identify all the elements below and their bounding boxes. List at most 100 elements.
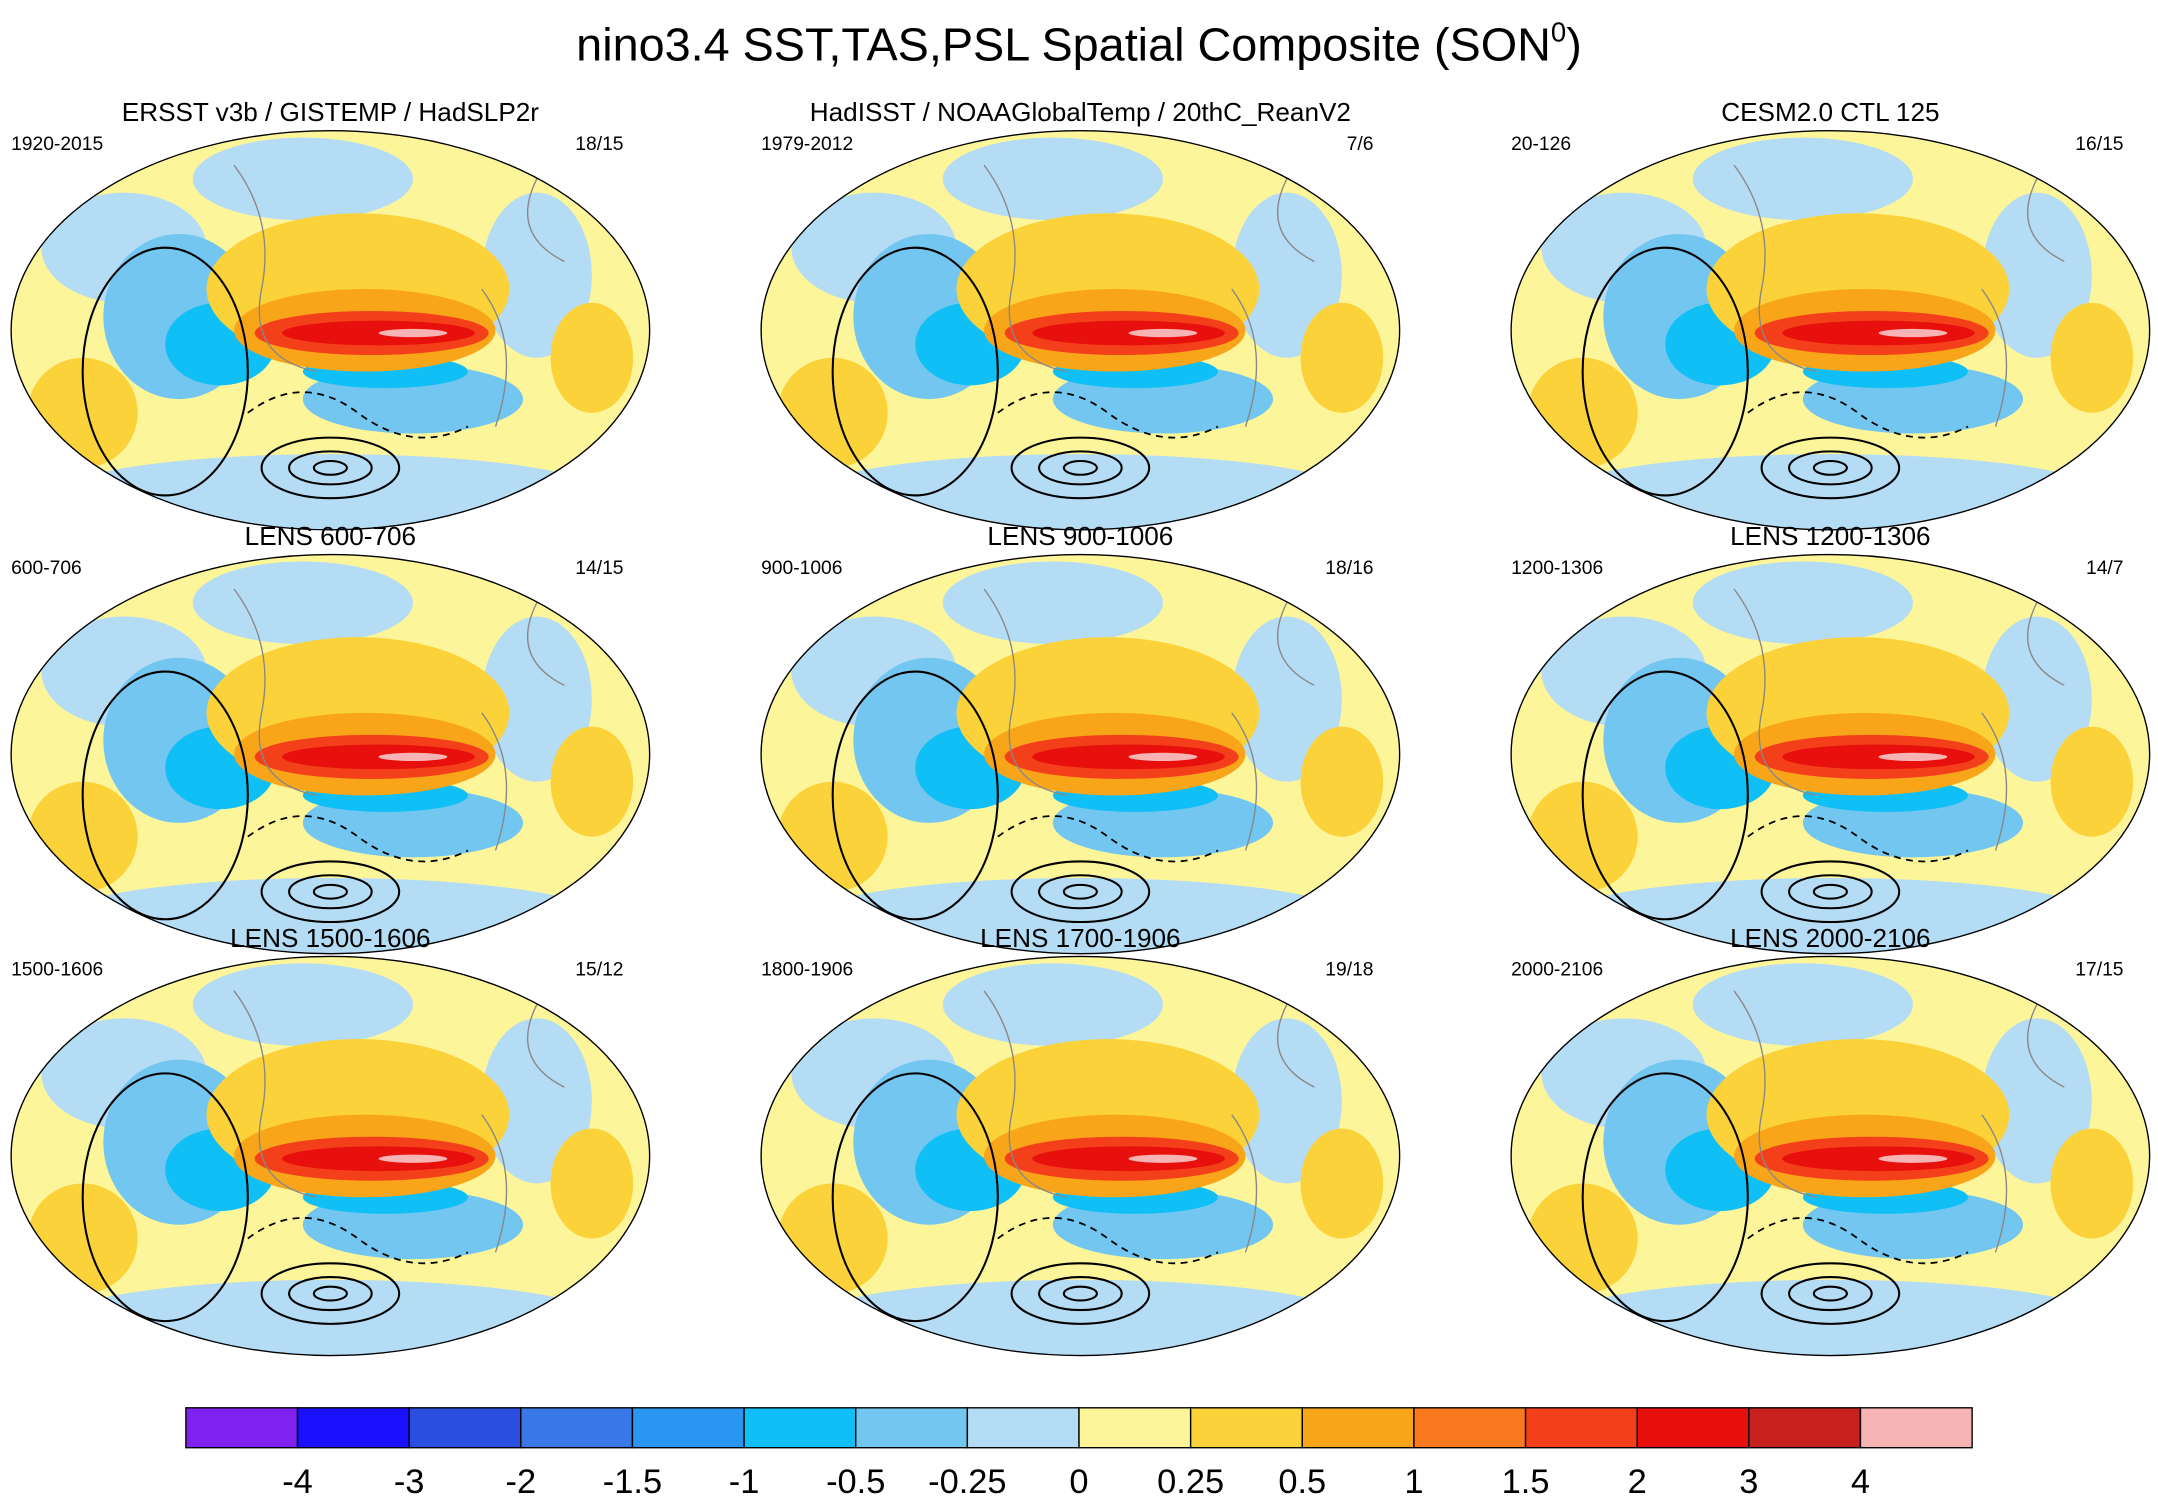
map-field	[1231, 192, 1342, 358]
panel-right-label: 18/15	[575, 134, 623, 155]
pressure-contour	[831, 1072, 999, 1323]
pressure-contour-dashed	[1747, 391, 1969, 439]
map-field	[378, 1154, 448, 1163]
map	[761, 956, 1400, 1356]
panel-title: LENS 1200-1306	[1730, 521, 1930, 551]
pressure-contour	[1812, 459, 1848, 476]
map-border	[10, 553, 651, 955]
map-field	[282, 744, 475, 770]
map-border	[760, 553, 1401, 955]
map-field	[1300, 726, 1384, 837]
map-field	[1692, 137, 1913, 221]
colorbar-label: 0	[1069, 1463, 1088, 1500]
colorbar-label: -4	[282, 1463, 313, 1500]
pressure-contour	[288, 450, 373, 486]
pressure-contour	[1010, 436, 1151, 500]
pressure-contour	[260, 860, 401, 924]
map-field	[378, 752, 448, 762]
pressure-contour	[1062, 1285, 1098, 1302]
pressure-contour-dashed	[247, 391, 469, 439]
map-field	[1692, 561, 1913, 645]
pressure-contour	[831, 670, 999, 921]
map-field	[378, 328, 448, 338]
colorbar-box	[1636, 1407, 1750, 1449]
panel-right-label: 16/15	[2075, 134, 2123, 155]
pressure-contour	[81, 1072, 249, 1323]
map-field	[1878, 328, 1948, 338]
pressure-contour	[312, 1285, 348, 1302]
map	[1511, 554, 2150, 954]
pressure-contour-dashed	[997, 815, 1219, 863]
colorbar-box	[408, 1407, 522, 1449]
map	[1511, 130, 2150, 530]
map	[11, 130, 650, 530]
map-field	[481, 192, 592, 358]
pressure-contour	[1760, 1262, 1901, 1325]
panel-right-label: 15/12	[575, 960, 623, 981]
pressure-contour	[1581, 246, 1749, 497]
map-field	[805, 1279, 1356, 1356]
coastline	[233, 990, 565, 1253]
pressure-contour	[260, 436, 401, 500]
colorbar-label: 0.5	[1278, 1463, 1326, 1500]
panel-right-label: 18/16	[1325, 558, 1373, 579]
map-field	[1981, 616, 2092, 782]
coastline	[233, 164, 565, 427]
coastline	[233, 588, 565, 851]
panel-title: ERSST v3b / GISTEMP / HadSLP2r	[122, 97, 539, 127]
panel-left-label: 900-1006	[761, 558, 842, 579]
map-field	[1981, 1018, 2092, 1184]
panel-left-label: 1920-2015	[11, 134, 103, 155]
pressure-contour	[1038, 450, 1123, 486]
colorbar-label: -0.5	[826, 1463, 885, 1500]
title-close: )	[1566, 19, 1582, 71]
map-field	[2050, 726, 2134, 837]
title-main: nino3.4 SST,TAS,PSL Spatial Composite (S…	[576, 19, 1551, 71]
map	[11, 956, 650, 1356]
map-field	[942, 963, 1163, 1046]
panel-left-label: 1200-1306	[1511, 558, 1603, 579]
panel-left-label: 20-126	[1511, 134, 1571, 155]
colorbar-label: -2	[506, 1463, 537, 1500]
panel-title: LENS 600-706	[245, 521, 416, 551]
pressure-contour	[1062, 459, 1098, 476]
coastline	[1733, 588, 2065, 851]
pressure-contour-dashed	[1747, 815, 1969, 863]
coastline	[1733, 990, 2065, 1253]
colorbar-box	[520, 1407, 634, 1449]
colorbar-label: 1.5	[1502, 1463, 1550, 1500]
pressure-contour-dashed	[997, 1216, 1219, 1265]
colorbar-box	[1413, 1407, 1527, 1449]
map	[1511, 956, 2150, 1356]
pressure-contour-dashed	[997, 391, 1219, 439]
colorbar-box	[1078, 1407, 1192, 1449]
pressure-contour	[81, 246, 249, 497]
pressure-contour	[1038, 1276, 1123, 1312]
map-field	[1128, 1154, 1198, 1163]
pressure-contour	[1038, 874, 1123, 910]
colorbar-label: -3	[394, 1463, 425, 1500]
map-field	[55, 1279, 606, 1356]
panel-right-label: 7/6	[1347, 134, 1374, 155]
map-field	[192, 561, 413, 645]
pressure-contour	[81, 670, 249, 921]
map-field	[1300, 302, 1384, 413]
colorbar-box	[743, 1407, 857, 1449]
pressure-contour-dashed	[247, 1216, 469, 1265]
coastline	[983, 588, 1315, 851]
panel-title: LENS 1500-1606	[230, 923, 430, 953]
colorbar-box	[1301, 1407, 1415, 1449]
panel-left-label: 2000-2106	[1511, 960, 1603, 981]
map-field	[942, 137, 1163, 221]
panel-title: HadISST / NOAAGlobalTemp / 20thC_ReanV2	[810, 97, 1351, 127]
pressure-contour	[1788, 874, 1873, 910]
pressure-contour	[288, 874, 373, 910]
map-field	[1878, 752, 1948, 762]
panel-title: CESM2.0 CTL 125	[1721, 97, 1939, 127]
map-field	[481, 1018, 592, 1184]
coastline	[983, 990, 1315, 1253]
panel-left-label: 1800-1906	[761, 960, 853, 981]
colorbar-label: 1	[1404, 1463, 1423, 1500]
